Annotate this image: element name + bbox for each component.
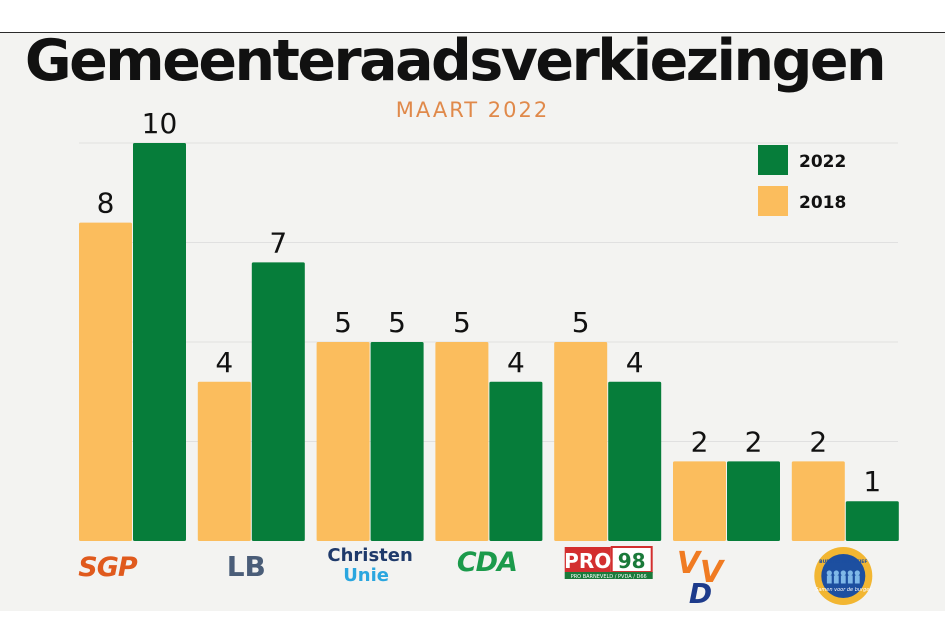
logo-pro98-bar — [564, 572, 653, 579]
bar-2018-pro-98 — [554, 342, 608, 541]
logo-burger-person — [854, 570, 860, 576]
logo-burger-person — [833, 570, 839, 576]
data-label: 5 — [388, 306, 406, 339]
logo-pro98-tagline: PRO BARNEVELD / PVDA / D66 — [571, 574, 647, 580]
legend-swatch-2018 — [758, 186, 788, 216]
logo-cda: CDA — [457, 547, 517, 578]
logo-christenunie-line1: Christen — [327, 545, 412, 566]
logo-pro98-box-red — [564, 547, 611, 572]
data-label: 2 — [809, 425, 827, 458]
logo-burger-person-body — [840, 575, 846, 584]
data-label: 5 — [334, 306, 352, 339]
data-label: 8 — [97, 187, 115, 220]
data-label: 4 — [626, 346, 644, 379]
data-label: 4 — [215, 346, 233, 379]
data-label: 7 — [269, 226, 287, 259]
bar-2022-vvd — [727, 461, 780, 541]
logo-vvd-v1: V — [677, 546, 703, 581]
data-labels: 8 10 4 7 5 5 5 4 5 4 2 2 2 1 — [97, 107, 882, 498]
logo-burger-script: Samen voor de burger — [815, 587, 872, 593]
logo-pro98-box-white — [610, 546, 653, 573]
bar-2022-burger-initiatief — [845, 501, 899, 541]
legend-label-2022: 2022 — [799, 152, 846, 172]
data-label: 2 — [691, 425, 709, 458]
logo-burger-person-body — [847, 575, 853, 584]
data-label: 4 — [507, 346, 525, 379]
bar-2022-cda — [489, 381, 543, 541]
page-title: Gemeenteraadsverkiezingen — [24, 28, 887, 94]
bar-2018-vvd — [673, 461, 726, 541]
bar-2022-pro-98 — [608, 381, 662, 541]
bar-2018-burger-initiatief — [791, 461, 845, 541]
logo-burger-person-body — [826, 575, 832, 584]
legend-swatch-2022 — [758, 145, 788, 175]
logo-vvd-v2: V — [700, 555, 726, 590]
bar-2018-cda — [435, 342, 489, 541]
logo-pro98-98: 98 — [618, 549, 646, 573]
data-label: 10 — [142, 107, 178, 140]
gridlines — [79, 142, 898, 442]
bar-2022-sgp — [133, 143, 186, 541]
page-subtitle: MAART 2022 — [395, 98, 550, 122]
logo-burger-person — [840, 570, 846, 576]
bar-2022-christen-unie — [370, 342, 424, 541]
logo-burger-person — [847, 570, 853, 576]
legend-label-2018: 2018 — [799, 193, 846, 213]
data-label: 5 — [572, 306, 590, 339]
logo-burger-person-body — [833, 575, 839, 584]
logo-pro98-pro: PRO — [564, 549, 611, 573]
bar-2018-christen-unie — [316, 342, 370, 541]
logo-christenunie-line2: Unie — [343, 565, 389, 586]
bar-2018-lb — [197, 381, 251, 541]
logo-burger-person-body — [854, 575, 860, 584]
logo-burger-person — [826, 570, 832, 576]
data-label: 1 — [863, 465, 881, 498]
bar-2022-lb — [251, 262, 305, 541]
bar-2018-sgp — [79, 222, 132, 541]
logo-vvd-d: D — [689, 577, 712, 610]
legend: 2022 2018 — [758, 145, 846, 216]
data-label: 5 — [453, 306, 471, 339]
logo-burger-ring-text: BURGER INITIATIEF — [819, 559, 867, 565]
data-label: 2 — [745, 425, 763, 458]
bars — [79, 143, 899, 541]
logo-lb: LB — [227, 550, 266, 583]
logo-sgp: SGP — [78, 552, 138, 583]
